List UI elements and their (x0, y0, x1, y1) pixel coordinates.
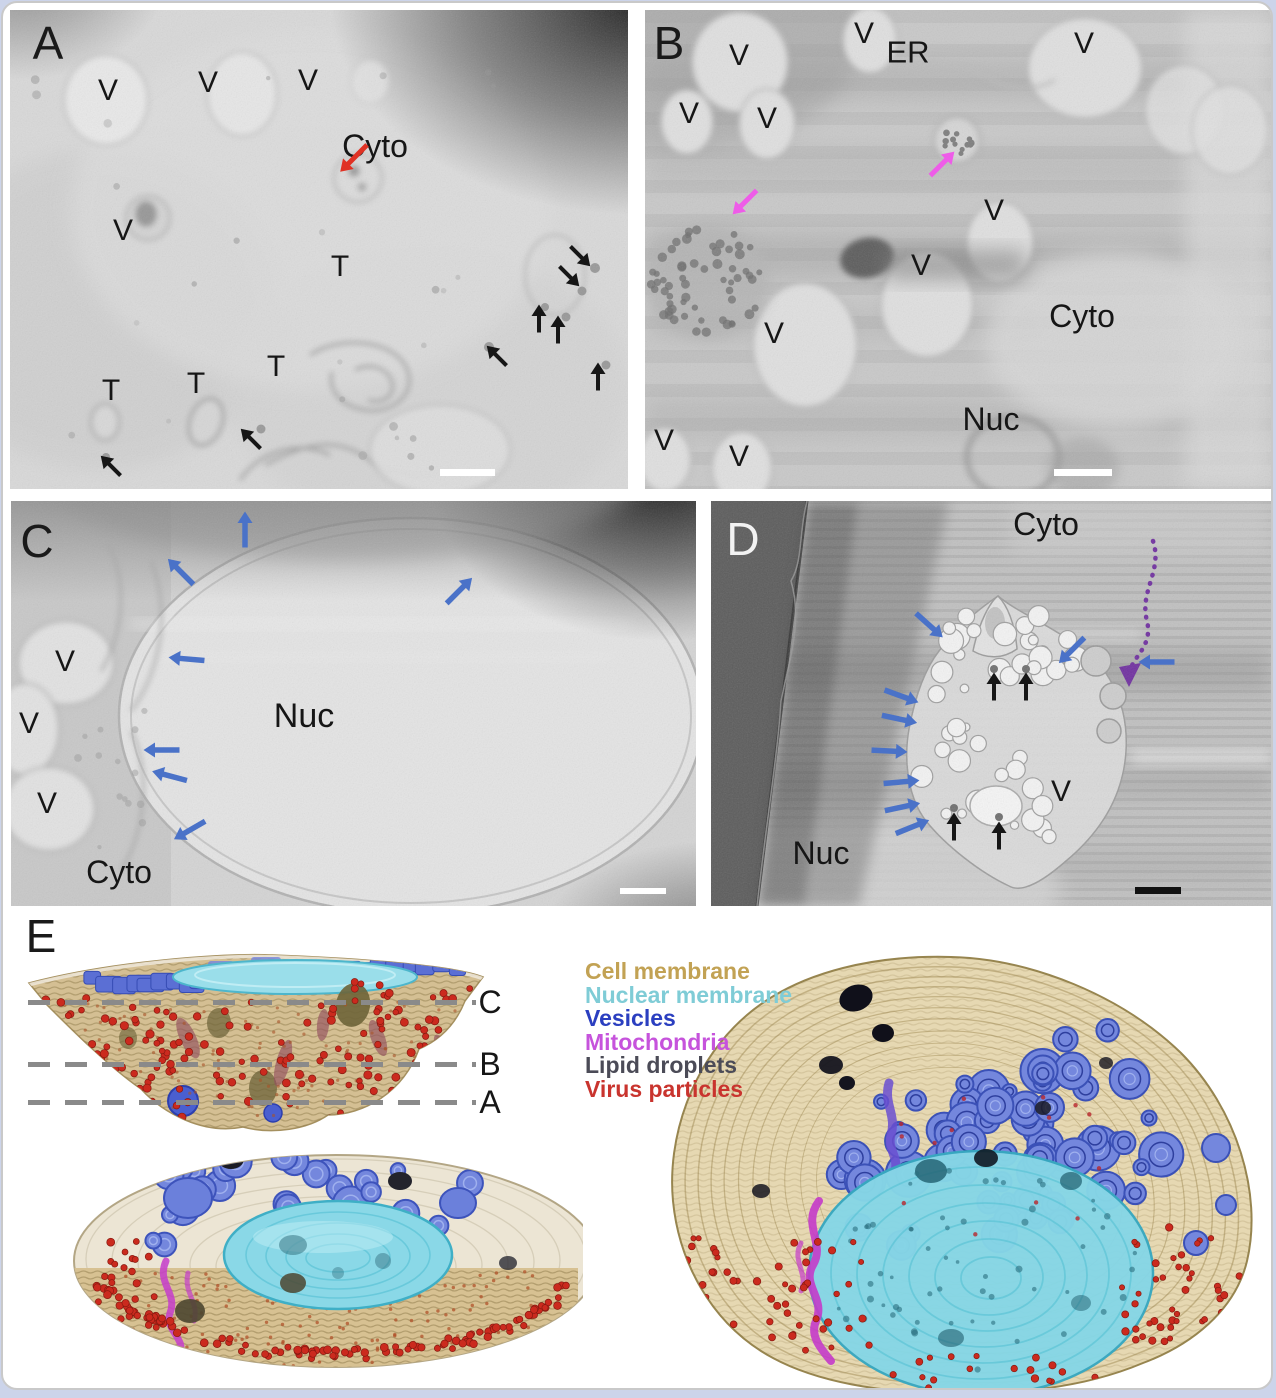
structure-label: V (36, 787, 58, 820)
black-arrow-icon (480, 339, 514, 373)
structure-label: V (197, 66, 219, 99)
panel-letter-d: D (726, 513, 760, 565)
blue-arrow-icon (880, 681, 922, 711)
blue-arrow-icon (870, 741, 909, 761)
legend-item: Lipid droplets (585, 1052, 738, 1078)
blue-arrow-icon (879, 706, 920, 732)
structure-label: V (756, 102, 778, 135)
magenta-arrow-icon (726, 183, 764, 221)
red-arrow-icon (333, 137, 374, 178)
blue-arrow-icon (236, 511, 254, 549)
section-plane-label: A (479, 1084, 501, 1120)
structure-label: V (728, 39, 750, 72)
scale-bar (1135, 887, 1181, 894)
blue-arrow-icon (169, 813, 211, 848)
structure-label: Nuc (962, 401, 1020, 437)
panel-c-micrograph: C V V V Nuc Cyto (11, 501, 696, 906)
structure-label: Nuc (792, 835, 850, 871)
top-view-3d-model (671, 955, 1253, 1388)
blue-arrow-icon (1138, 653, 1176, 671)
blue-arrow-icon (909, 606, 949, 645)
panel-a-em-image (10, 10, 628, 489)
black-arrow-icon (94, 449, 128, 483)
black-arrow-icon (234, 422, 268, 456)
panel-c-em-image (11, 501, 696, 906)
legend-item: Mitochondria (585, 1028, 730, 1055)
legend-item: Vesicles (585, 1005, 676, 1031)
section-plane-label: C (478, 984, 502, 1020)
structure-label: V (728, 440, 750, 473)
structure-label: Cyto (1049, 298, 1115, 334)
blue-arrow-icon (167, 648, 206, 669)
black-arrow-icon (549, 315, 567, 345)
section-plane-line (28, 1062, 476, 1067)
black-arrow-icon (563, 239, 597, 273)
structure-label: V (983, 194, 1005, 227)
blue-arrow-icon (891, 812, 933, 843)
legend-item: Virus particles (585, 1075, 744, 1102)
structure-label: Cyto (1013, 506, 1079, 542)
blue-arrow-icon (881, 771, 920, 792)
panel-b-em-image (645, 10, 1271, 489)
structure-label: V (653, 424, 675, 457)
panel-e-reconstructions: Cell membrane Nuclear membrane Vesicles Mit… (3, 906, 1271, 1388)
blue-arrow-icon (161, 552, 201, 592)
scale-bar (1054, 469, 1112, 476)
black-arrow-icon (945, 812, 963, 842)
structure-label: T (330, 250, 350, 283)
panel-letter-c: C (20, 515, 54, 567)
blue-arrow-icon (439, 571, 479, 611)
color-legend: Cell membrane Nuclear membrane Vesicles Mit… (585, 958, 793, 1102)
panel-b-micrograph: B V V ER V V V V V Cyto V Nuc V V (645, 10, 1271, 489)
panel-letter-a: A (32, 17, 64, 69)
blue-arrow-icon (882, 794, 923, 820)
structure-label: V (112, 214, 134, 247)
structure-label: V (18, 707, 40, 740)
structure-label: T (101, 374, 121, 407)
structure-label: V (1050, 775, 1072, 808)
legend-item: Nuclear membrane (585, 981, 793, 1008)
black-arrow-icon (985, 672, 1003, 702)
section-plane-line (28, 1000, 476, 1005)
structure-label: V (853, 17, 875, 50)
structure-label: V (97, 74, 119, 107)
structure-label: V (54, 645, 76, 678)
panel-letter-e: E (25, 910, 57, 962)
structure-label: V (297, 64, 319, 97)
blue-arrow-icon (149, 762, 190, 789)
structure-label: V (1073, 27, 1095, 60)
structure-label: V (678, 97, 700, 130)
panel-d-em-image (711, 501, 1271, 906)
panel-d-micrograph: D Cyto V Nuc (711, 501, 1271, 906)
section-plane-line (28, 1100, 476, 1105)
structure-label: ER (886, 34, 930, 70)
black-arrow-icon (589, 362, 607, 392)
section-plane-label: B (479, 1046, 501, 1082)
structure-label: Cyto (86, 854, 152, 890)
scale-bar (620, 888, 666, 894)
black-arrow-icon (530, 304, 548, 334)
blue-arrow-icon (143, 741, 181, 759)
structure-label: T (186, 367, 206, 400)
structure-label: V (910, 249, 932, 282)
structure-label: Nuc (273, 697, 335, 735)
black-arrow-icon (1017, 672, 1035, 702)
structure-label: V (763, 317, 785, 350)
panel-a-micrograph: A V V V Cyto V T T T T (10, 10, 628, 489)
black-arrow-icon (552, 259, 586, 293)
structure-label: T (266, 350, 286, 383)
magenta-arrow-icon (923, 145, 961, 183)
black-arrow-icon (990, 821, 1008, 851)
blue-arrow-icon (1052, 630, 1092, 670)
scale-bar (440, 469, 495, 476)
panel-letter-b: B (653, 17, 685, 69)
legend-item: Cell membrane (585, 958, 750, 984)
tilted-view-3d-model (73, 1154, 583, 1368)
